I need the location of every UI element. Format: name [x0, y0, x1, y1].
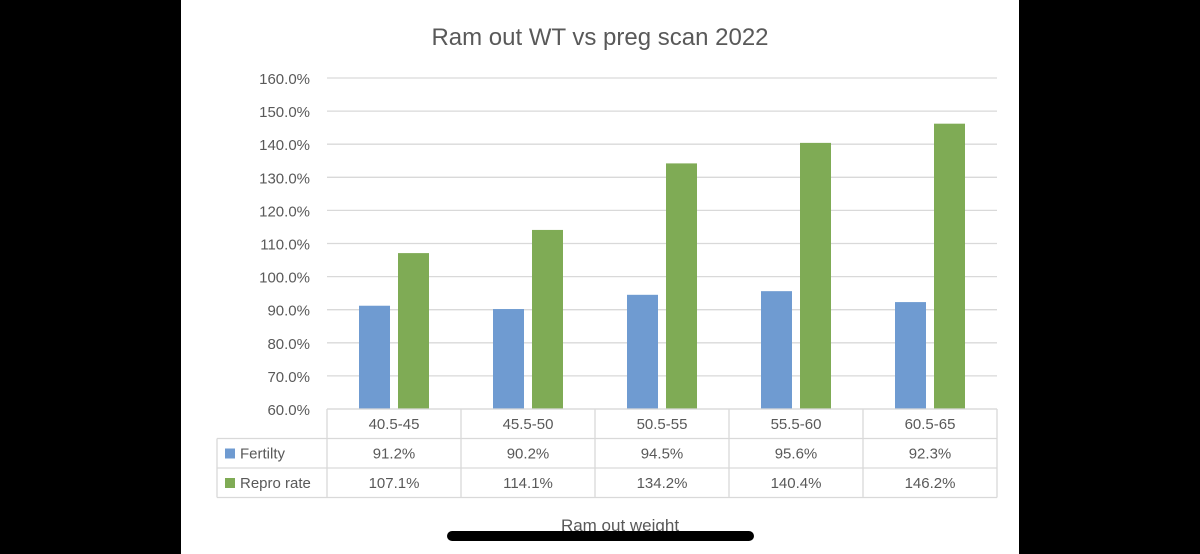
y-tick-label: 150.0% [259, 104, 310, 121]
y-tick-label: 80.0% [267, 336, 310, 353]
y-axis-ticks: 60.0% 70.0% 80.0% 90.0% 100.0% 110.0% 120.0% 13… [259, 71, 310, 419]
legend-key [225, 448, 235, 459]
y-tick-label: 60.0% [267, 402, 310, 419]
bar-fertilty [359, 305, 390, 409]
bar-fertilty [761, 291, 792, 409]
y-tick-label: 90.0% [267, 303, 310, 320]
bar-repro-rate [398, 253, 429, 409]
y-tick-label: 160.0% [259, 71, 310, 88]
y-tick-label: 100.0% [259, 270, 310, 287]
x-category-label: 50.5-55 [637, 416, 688, 433]
data-label: 92.3% [909, 446, 952, 463]
data-table: 40.5-45 45.5-50 50.5-55 55.5-60 60.5-65 Ferti… [216, 408, 998, 499]
bars [359, 123, 965, 409]
data-label: 140.4% [771, 475, 822, 492]
bar-repro-rate [532, 229, 563, 409]
bar-chart: Ram out WT vs preg scan 2022 60.0% 70.0% 8… [216, 24, 998, 535]
data-label: 134.2% [637, 475, 688, 492]
y-tick-label: 70.0% [267, 369, 310, 386]
data-label: 107.1% [369, 475, 420, 492]
bar-repro-rate [800, 142, 831, 409]
legend-key [225, 478, 235, 488]
x-category-label: 55.5-60 [771, 416, 822, 433]
y-tick-label: 110.0% [260, 237, 310, 254]
bar-fertilty [627, 294, 658, 409]
bar-repro-rate [666, 163, 697, 409]
bar-repro-rate [934, 123, 965, 409]
x-category-label: 60.5-65 [905, 416, 956, 433]
x-category-label: 40.5-45 [369, 416, 420, 433]
y-tick-label: 120.0% [259, 203, 310, 220]
chart-title: Ram out WT vs preg scan 2022 [431, 24, 768, 51]
home-indicator-bar [447, 531, 754, 541]
bar-fertilty [493, 309, 524, 409]
x-category-label: 45.5-50 [503, 416, 554, 433]
data-label: 94.5% [641, 446, 684, 463]
x-axis-label: Ram out weight [561, 516, 679, 535]
data-label: 95.6% [775, 446, 818, 463]
gridlines [327, 77, 997, 410]
legend-label: Repro rate [240, 475, 311, 492]
y-tick-label: 130.0% [259, 170, 310, 187]
data-label: 91.2% [373, 446, 416, 463]
legend-label: Fertilty [240, 446, 286, 463]
data-label: 114.1% [503, 475, 553, 492]
chart-panel: Ram out WT vs preg scan 2022 60.0% 70.0% 8… [181, 0, 1019, 554]
data-label: 146.2% [905, 475, 956, 492]
y-tick-label: 140.0% [259, 137, 310, 154]
bar-fertilty [895, 302, 926, 409]
data-label: 90.2% [507, 446, 550, 463]
